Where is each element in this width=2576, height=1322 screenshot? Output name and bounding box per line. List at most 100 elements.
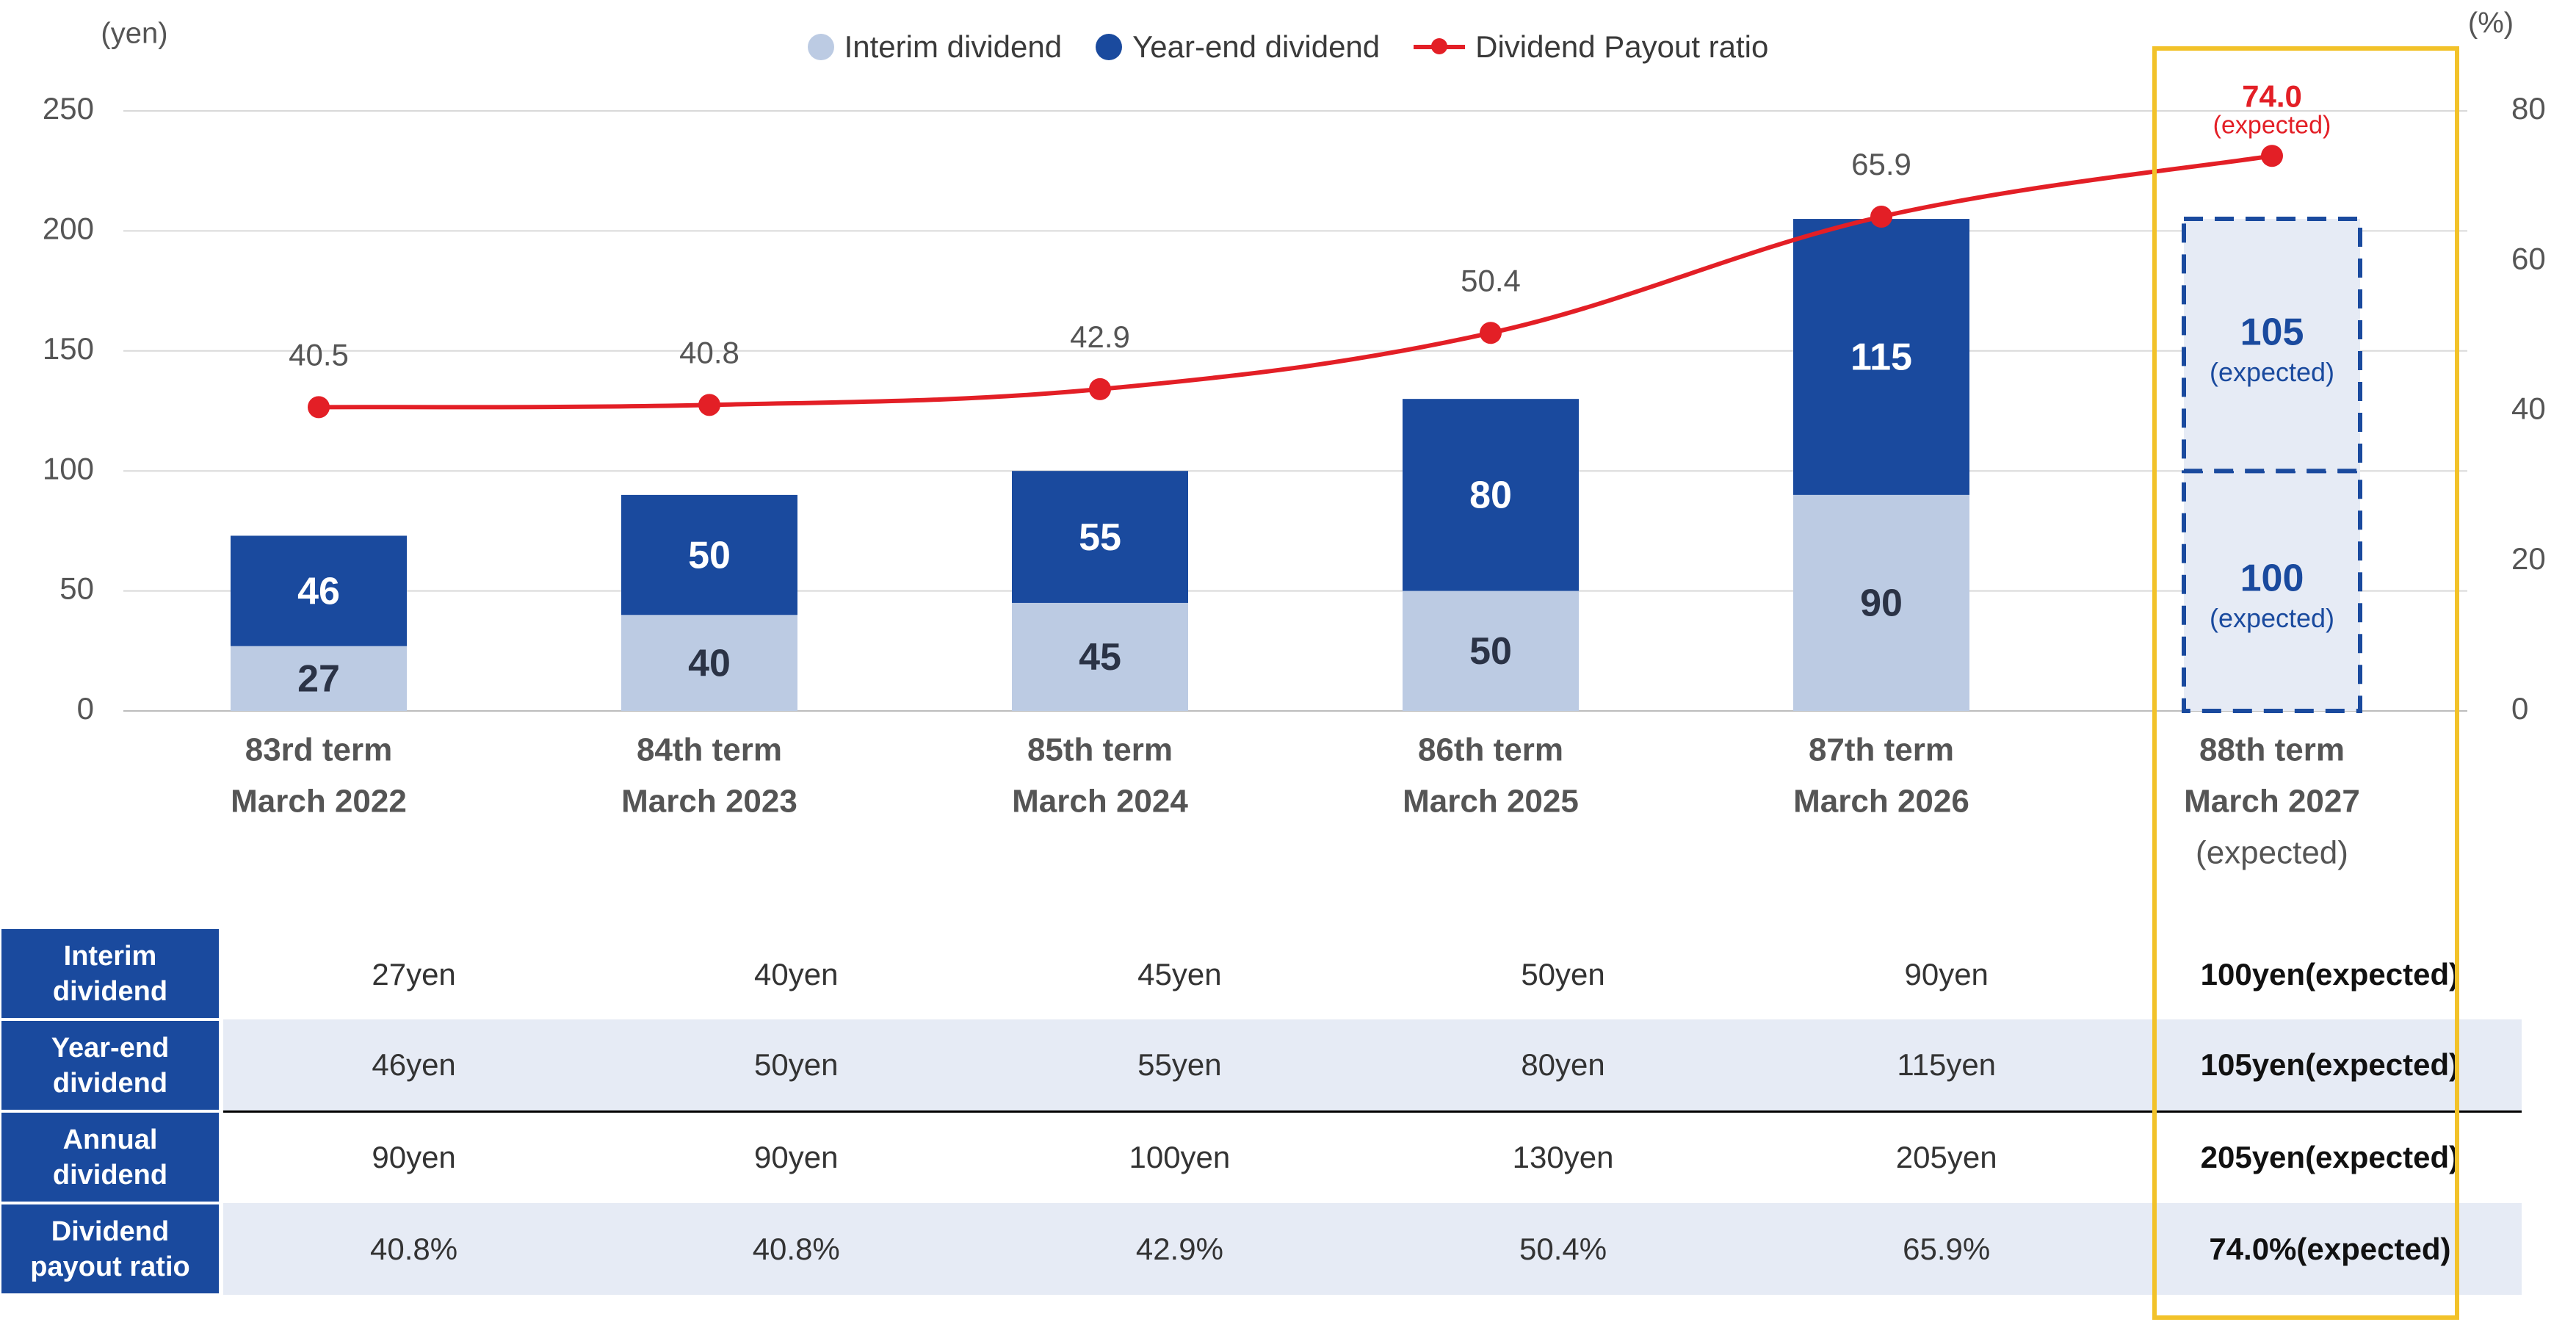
payout-label: 50.4 (1461, 263, 1521, 297)
table-row-interim: Interim dividend 27yen 40yen 45yen 50yen … (1, 929, 2522, 1021)
bar-label-year-end: 50 (688, 534, 731, 577)
payout-label: 40.8 (679, 335, 739, 369)
row-header-line: Interim (63, 940, 157, 972)
table-cell: 27yen (372, 956, 456, 992)
table-cell: 80yen (1371, 1019, 1755, 1111)
table-cell-expected: 100yen(expected) (2200, 956, 2460, 992)
table-cell-expected: 105yen(expected) (2138, 1019, 2522, 1111)
table-row-year-end: Year-end dividend 46yen 50yen 55yen 80yen… (1, 1019, 2522, 1113)
row-header-line: Year-end (51, 1032, 170, 1063)
x-tick-label: March 2026 (1793, 784, 1969, 820)
payout-expected-note: (expected) (2213, 111, 2331, 139)
payout-line (318, 153, 2273, 410)
bar-year-end (1012, 471, 1188, 603)
payout-label: 74.0 (2242, 79, 2302, 113)
table-cell: 42.9% (988, 1203, 1372, 1295)
y-left-tick-label: 0 (77, 691, 94, 726)
y-left-tick-label: 150 (43, 331, 94, 366)
payout-point (2261, 145, 2283, 167)
y-right-tick-label: 60 (2511, 241, 2546, 275)
y-left-tick-label: 100 (43, 451, 94, 485)
bar-label-year-end: 55 (1079, 516, 1121, 559)
legend: Interim dividend Year-end dividend Divid… (0, 29, 2576, 65)
bar-label-interim: 45 (1079, 636, 1121, 679)
bar-label-year-end: 80 (1469, 474, 1512, 517)
row-header-year-end: Year-end dividend (1, 1019, 223, 1113)
row-header-line: dividend (52, 975, 168, 1007)
bar-label-year-end: 46 (297, 570, 340, 613)
table-cell: 40.8% (221, 1203, 605, 1295)
x-tick-label: March 2027 (2184, 784, 2360, 820)
x-tick-label: March 2022 (231, 784, 407, 820)
x-tick-label: (expected) (2196, 835, 2348, 871)
bar-label-year-end: 115 (1850, 336, 1912, 379)
bar-interim-expected (2182, 469, 2362, 713)
bar-expected-note: (expected) (2210, 603, 2334, 633)
bar-label-interim: 100 (2240, 557, 2304, 599)
y-left-tick-label: 250 (43, 91, 94, 126)
bar-interim (1793, 494, 1969, 711)
payout-point (1480, 322, 1502, 344)
table-cell: 55yen (988, 1019, 1372, 1111)
payout-label: 42.9 (1070, 319, 1130, 354)
x-tick-label: 87th term (1809, 732, 1954, 768)
bar-label-interim: 50 (1469, 630, 1512, 673)
row-header-annual: Annual dividend (1, 1110, 223, 1204)
table-cell: 100yen (988, 1110, 1372, 1203)
bar-interim (621, 615, 797, 711)
payout-point (308, 396, 330, 419)
table-row-annual: Annual dividend 90yen 90yen 100yen 130yen… (1, 1110, 2522, 1204)
payout-label: 40.5 (289, 337, 349, 372)
legend-item-interim: Interim dividend (807, 29, 1063, 65)
table-cell: 50yen (1521, 956, 1605, 992)
table-cell: 50yen (604, 1019, 988, 1111)
bar-year-end (621, 494, 797, 615)
x-tick-label: March 2024 (1012, 784, 1188, 820)
bar-year-end-expected (2182, 217, 2362, 474)
table-cell: 46yen (221, 1019, 605, 1111)
row-header-line: dividend (52, 1159, 168, 1191)
table-cell: 90yen (221, 1110, 605, 1203)
table-cell: 65.9% (1754, 1203, 2138, 1295)
table-cell: 205yen (1754, 1110, 2138, 1203)
year-end-swatch (1096, 34, 1123, 60)
table-cell: 90yen (604, 1110, 988, 1203)
bar-expected-note: (expected) (2210, 357, 2334, 387)
x-tick-label: 85th term (1027, 732, 1173, 768)
legend-label-interim: Interim dividend (844, 29, 1063, 64)
x-tick-label: 86th term (1418, 732, 1563, 768)
x-tick-label: March 2025 (1403, 784, 1579, 820)
table-cell: 90yen (1904, 956, 1989, 992)
payout-swatch (1414, 38, 1466, 54)
y-left-tick-label: 200 (43, 211, 94, 245)
payout-label: 65.9 (1851, 147, 1911, 181)
bar-year-end (1793, 219, 1969, 495)
table-cell: 50.4% (1371, 1203, 1755, 1295)
dividend-table: Interim dividend 27yen 40yen 45yen 50yen … (1, 929, 2522, 1296)
row-header-interim: Interim dividend (1, 929, 223, 1021)
x-tick-label: 88th term (2199, 732, 2345, 768)
bar-interim (1012, 602, 1188, 711)
payout-point (1870, 205, 1892, 228)
table-cell: 45yen (1137, 956, 1222, 992)
y-right-tick-label: 20 (2511, 541, 2546, 576)
y-left-tick-label: 50 (59, 571, 94, 606)
table-cell: 40yen (754, 956, 839, 992)
bar-label-year-end: 105 (2240, 311, 2304, 353)
x-tick-label: March 2023 (621, 784, 797, 820)
table-cell-expected: 74.0%(expected) (2138, 1203, 2522, 1295)
interim-swatch (807, 34, 834, 60)
x-tick-label: 83rd term (245, 732, 393, 768)
row-header-line: payout ratio (30, 1251, 190, 1282)
table-cell-expected: 205yen(expected) (2138, 1110, 2522, 1203)
y-left-unit: (yen) (101, 18, 167, 50)
bar-interim (231, 646, 407, 711)
y-right-tick-label: 80 (2511, 91, 2546, 126)
table-cell: 130yen (1371, 1110, 1755, 1203)
x-tick-label: 84th term (637, 732, 782, 768)
table-row-payout: Dividend payout ratio 40.8% 40.8% 42.9% 5… (1, 1203, 2522, 1296)
bar-label-interim: 40 (688, 642, 731, 685)
bar-year-end (231, 535, 407, 646)
bar-year-end (1403, 399, 1579, 591)
